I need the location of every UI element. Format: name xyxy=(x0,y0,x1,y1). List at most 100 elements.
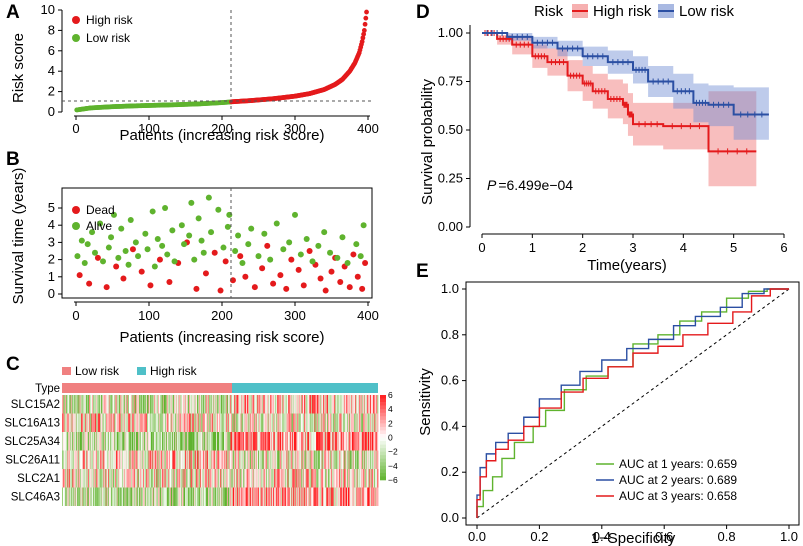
heatmap-cell xyxy=(181,413,183,432)
heatmap-cell xyxy=(65,469,67,488)
heatmap-cell xyxy=(323,413,325,432)
heatmap-cell xyxy=(91,432,93,451)
heatmap-cell xyxy=(262,413,265,432)
heatmap-cell xyxy=(228,432,230,451)
heatmap-cell xyxy=(270,450,272,469)
dead-point xyxy=(156,256,163,263)
panel-e: E Sensitivity 0.00.20.40.60.81.0 0.0 0.2 0… xyxy=(416,261,800,546)
heatmap-cell xyxy=(340,432,342,451)
heatmap-cell xyxy=(177,450,179,469)
heatmap-cell xyxy=(81,432,83,451)
heatmap-cell xyxy=(121,469,123,488)
heatmap-cell xyxy=(229,432,231,451)
heatmap-cell xyxy=(148,395,150,414)
heatmap-cell xyxy=(358,395,360,414)
heatmap-cell xyxy=(277,413,279,432)
heatmap-cell xyxy=(158,395,161,414)
heatmap-cell xyxy=(222,469,224,488)
heatmap-cell xyxy=(150,469,152,488)
heatmap-cell xyxy=(239,469,241,488)
heatmap-cell xyxy=(260,432,262,451)
heatmap-cell xyxy=(194,487,196,506)
heatmap-cell xyxy=(202,395,204,414)
heatmap-cell xyxy=(258,432,260,451)
heatmap-cell xyxy=(329,487,331,506)
heatmap-cell xyxy=(282,413,284,432)
heatmap-cell xyxy=(153,450,155,469)
legend-label-high-risk: High risk xyxy=(86,13,134,27)
heatmap-cell xyxy=(80,432,82,451)
heatmap-cell xyxy=(346,450,348,469)
heatmap-cell xyxy=(183,487,185,506)
heatmap-cell xyxy=(256,432,258,451)
dead-point xyxy=(129,246,136,253)
heatmap-cell xyxy=(312,469,314,488)
heatmap-cell xyxy=(293,450,296,469)
heatmap-cell xyxy=(227,469,230,488)
heatmap-cell xyxy=(74,450,76,469)
heatmap-cell xyxy=(329,413,331,432)
heatmap-cell xyxy=(108,395,110,414)
dead-point xyxy=(295,266,302,273)
heatmap-cell xyxy=(191,413,193,432)
heatmap-cell xyxy=(193,450,195,469)
heatmap-cell xyxy=(276,395,278,414)
heatmap-cell xyxy=(236,469,238,488)
heatmap-cell xyxy=(347,395,349,414)
heatmap-cell xyxy=(243,450,245,469)
heatmap-cell xyxy=(131,395,133,414)
heatmap-cell xyxy=(304,413,306,432)
heatmap-cell xyxy=(257,469,259,488)
heatmap-cell xyxy=(132,395,134,414)
heatmap-cell xyxy=(194,469,196,488)
heatmap-cell xyxy=(68,469,70,488)
heatmap-cell xyxy=(62,469,64,488)
heatmap-cell xyxy=(364,450,366,469)
heatmap-cell xyxy=(140,413,142,432)
heatmap-cell xyxy=(87,469,89,488)
heatmap-cell xyxy=(91,487,93,506)
heatmap-scale-segment xyxy=(380,398,386,403)
heatmap-cell xyxy=(242,450,244,469)
heatmap-cell xyxy=(294,413,296,432)
heatmap-cell xyxy=(134,469,136,488)
heatmap-cell xyxy=(145,395,147,414)
heatmap-cell xyxy=(176,450,178,469)
panel-e-diagonal-reference xyxy=(476,288,790,519)
heatmap-scale-label: −6 xyxy=(388,475,398,485)
heatmap-cell xyxy=(108,469,110,488)
heatmap-cell xyxy=(370,469,373,488)
heatmap-cell xyxy=(123,432,125,451)
heatmap-cell xyxy=(366,432,369,451)
heatmap-cell xyxy=(238,487,240,506)
dead-point xyxy=(211,249,218,256)
heatmap-cell xyxy=(312,432,314,451)
heatmap-cell xyxy=(330,487,332,506)
heatmap-cell xyxy=(182,469,184,488)
heatmap-cell xyxy=(189,395,191,414)
heatmap-cell xyxy=(75,469,77,488)
heatmap-cell xyxy=(352,487,354,506)
heatmap-cell xyxy=(121,413,123,432)
heatmap-cell xyxy=(349,469,351,488)
heatmap-cell xyxy=(175,432,177,451)
heatmap-cell xyxy=(210,395,212,414)
heatmap-cell xyxy=(298,432,300,451)
heatmap-cell xyxy=(106,487,108,506)
heatmap-cell xyxy=(339,469,342,488)
dead-point xyxy=(362,260,369,267)
heatmap-cell xyxy=(316,487,318,506)
heatmap-cell xyxy=(89,450,91,469)
heatmap-cell xyxy=(134,432,136,451)
heatmap-cell xyxy=(254,413,256,432)
km-pvalue: P =6.499e−04 xyxy=(487,177,573,193)
heatmap-cell xyxy=(145,413,147,432)
heatmap-cell xyxy=(66,450,68,469)
heatmap-cell xyxy=(78,432,80,451)
heatmap-cell xyxy=(200,395,202,414)
heatmap-cell xyxy=(255,395,257,414)
heatmap-cell xyxy=(336,395,338,414)
heatmap-cell xyxy=(219,395,221,414)
heatmap-cell xyxy=(339,395,342,414)
heatmap-cell xyxy=(180,395,182,414)
